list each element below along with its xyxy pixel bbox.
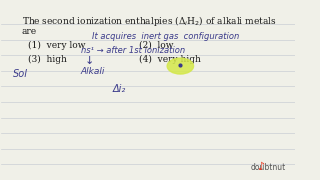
Text: ↓: ↓ bbox=[85, 56, 94, 66]
Text: It acquires  inert gas  configuration: It acquires inert gas configuration bbox=[92, 31, 240, 40]
Text: Δi₂: Δi₂ bbox=[113, 84, 126, 94]
Text: (2)  low: (2) low bbox=[139, 40, 174, 49]
Text: Alkali: Alkali bbox=[81, 67, 105, 76]
Text: doubtnut: doubtnut bbox=[251, 163, 286, 172]
Text: The second ionization enthalpies (Δ$_i$H$_2$) of alkali metals: The second ionization enthalpies (Δ$_i$H… bbox=[22, 14, 276, 28]
Circle shape bbox=[167, 58, 194, 74]
Text: Sol: Sol bbox=[13, 69, 28, 79]
Text: (1)  very low: (1) very low bbox=[28, 40, 85, 50]
Text: (4)  very high: (4) very high bbox=[139, 55, 201, 64]
Text: are: are bbox=[22, 27, 37, 36]
Text: ♪: ♪ bbox=[257, 161, 264, 172]
Text: (3)  high: (3) high bbox=[28, 55, 67, 64]
Text: ns¹ → after 1st ionization: ns¹ → after 1st ionization bbox=[81, 46, 185, 55]
